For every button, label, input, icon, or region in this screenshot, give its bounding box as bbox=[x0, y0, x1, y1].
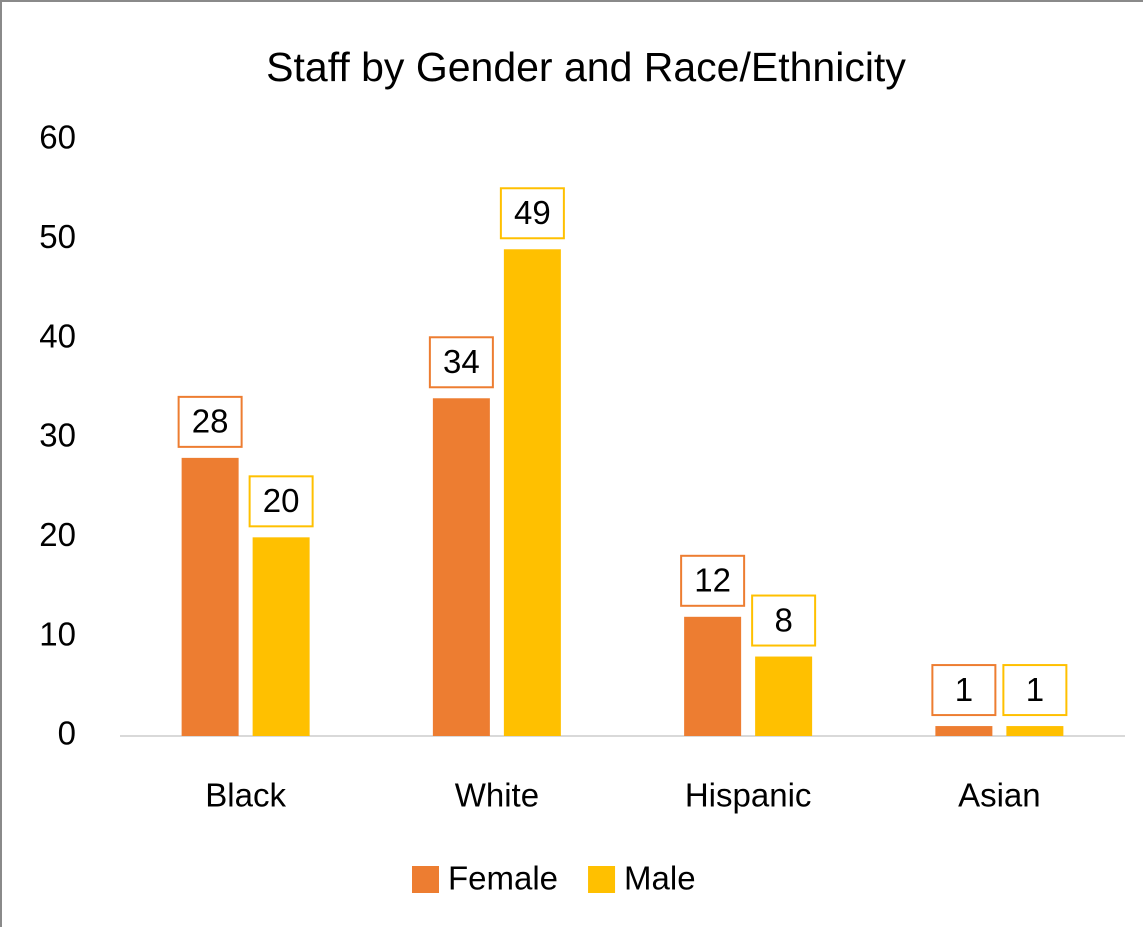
data-label: 49 bbox=[514, 194, 551, 231]
data-label: 20 bbox=[263, 482, 300, 519]
data-label-box bbox=[428, 336, 494, 389]
y-tick-label: 40 bbox=[39, 317, 76, 354]
data-label: 28 bbox=[192, 403, 229, 440]
y-tick-label: 30 bbox=[39, 417, 76, 454]
data-label-box bbox=[499, 187, 565, 240]
data-label: 12 bbox=[694, 562, 731, 599]
bar bbox=[252, 537, 310, 736]
legend-swatch bbox=[412, 866, 439, 893]
data-label-box bbox=[680, 554, 746, 607]
data-label-box bbox=[248, 475, 314, 528]
legend-label: Female bbox=[448, 860, 558, 897]
data-label-box bbox=[1002, 664, 1068, 717]
bar bbox=[755, 656, 813, 736]
y-tick-label: 0 bbox=[58, 715, 76, 752]
x-tick-label: Black bbox=[205, 777, 286, 814]
bar bbox=[432, 398, 490, 736]
data-label: 8 bbox=[774, 601, 792, 638]
y-tick-label: 60 bbox=[39, 119, 76, 156]
y-tick-label: 10 bbox=[39, 615, 76, 652]
y-tick-label: 50 bbox=[39, 218, 76, 255]
data-label-box bbox=[931, 664, 997, 717]
x-tick-label: White bbox=[455, 777, 539, 814]
y-tick-label: 20 bbox=[39, 516, 76, 553]
x-tick-label: Asian bbox=[958, 777, 1041, 814]
legend-swatch bbox=[588, 866, 616, 893]
bar bbox=[684, 616, 742, 736]
bar bbox=[503, 249, 561, 736]
data-label-box bbox=[177, 395, 243, 448]
data-label: 34 bbox=[443, 343, 480, 380]
chart-title: Staff by Gender and Race/Ethnicity bbox=[266, 44, 906, 90]
data-label: 1 bbox=[1026, 671, 1044, 708]
x-tick-label: Hispanic bbox=[685, 777, 812, 814]
legend-label: Male bbox=[624, 860, 696, 897]
bar bbox=[181, 457, 239, 736]
data-label: 1 bbox=[955, 671, 973, 708]
bar bbox=[935, 726, 993, 736]
data-label-box bbox=[751, 594, 817, 647]
bar bbox=[1006, 726, 1064, 736]
